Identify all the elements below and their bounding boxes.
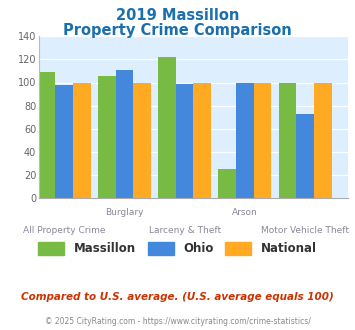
Text: Motor Vehicle Theft: Motor Vehicle Theft bbox=[261, 226, 349, 235]
Text: Property Crime Comparison: Property Crime Comparison bbox=[63, 23, 292, 38]
Bar bbox=[279, 82, 296, 198]
Bar bbox=[158, 57, 176, 198]
Bar bbox=[55, 85, 73, 198]
Bar bbox=[133, 82, 151, 198]
Bar bbox=[254, 82, 272, 198]
Bar bbox=[176, 84, 193, 198]
Bar bbox=[73, 82, 91, 198]
Bar bbox=[236, 82, 254, 198]
Bar bbox=[218, 169, 236, 198]
Bar bbox=[314, 82, 332, 198]
Text: Larceny & Theft: Larceny & Theft bbox=[149, 226, 221, 235]
Bar bbox=[38, 72, 55, 198]
Bar bbox=[296, 114, 314, 198]
Bar bbox=[115, 70, 133, 198]
Text: Arson: Arson bbox=[232, 208, 258, 217]
Text: © 2025 CityRating.com - https://www.cityrating.com/crime-statistics/: © 2025 CityRating.com - https://www.city… bbox=[45, 317, 310, 326]
Text: Burglary: Burglary bbox=[105, 208, 144, 217]
Text: Compared to U.S. average. (U.S. average equals 100): Compared to U.S. average. (U.S. average … bbox=[21, 292, 334, 302]
Text: All Property Crime: All Property Crime bbox=[23, 226, 105, 235]
Bar bbox=[193, 82, 211, 198]
Legend: Massillon, Ohio, National: Massillon, Ohio, National bbox=[34, 237, 321, 260]
Text: 2019 Massillon: 2019 Massillon bbox=[116, 8, 239, 23]
Bar bbox=[98, 76, 115, 198]
